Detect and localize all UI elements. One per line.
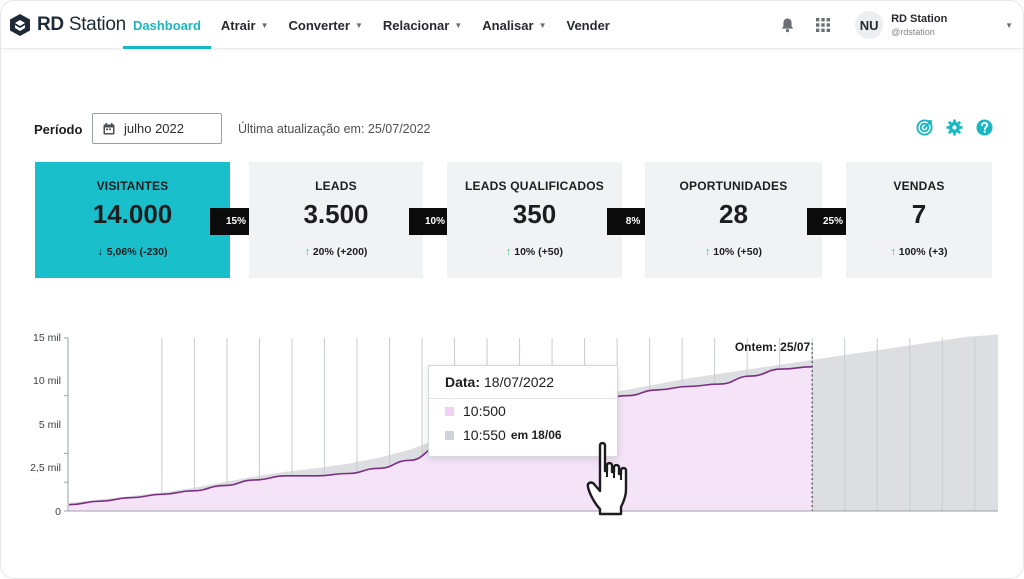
tooltip-date-value: 18/07/2022 [484, 374, 555, 390]
arrow-up-icon: ↑ [506, 246, 512, 258]
kpi-delta: ↑ 100% (+3) [890, 246, 948, 258]
chevron-down-icon: ▼ [354, 20, 363, 30]
arrow-up-icon: ↑ [890, 246, 896, 258]
bell-icon [781, 18, 793, 33]
nav-vender[interactable]: Vender [557, 1, 620, 49]
kpi-delta: ↑ 20% (+200) [304, 246, 368, 258]
rd-logo-icon [10, 14, 30, 36]
nav-dashboard[interactable]: Dashboard [123, 1, 211, 49]
nav-relacionar-label: Relacionar [382, 17, 450, 33]
kpi-card-leads[interactable]: LEADS 3.500 ↑ 20% (+200) [249, 162, 423, 278]
chevron-down-icon: ▼ [538, 20, 547, 30]
dashboard-tools [916, 119, 993, 136]
y-tick-label: 0 [55, 506, 61, 518]
account-info[interactable]: RD Station @rdstation [891, 13, 1001, 37]
nav-vender-label: Vender [566, 17, 610, 33]
target-icon[interactable] [916, 119, 933, 136]
kpi-delta: ↑ 10% (+50) [705, 246, 762, 258]
last-update-text: Última atualização em: 25/07/2022 [238, 122, 431, 136]
y-tick-label: 15 mil [32, 332, 61, 344]
nav-converter[interactable]: Converter ▼ [279, 1, 373, 49]
notifications-button[interactable] [773, 11, 801, 39]
arrow-up-icon: ↑ [304, 246, 310, 258]
kpi-card-leads-qualificados[interactable]: LEADS QUALIFICADOS 350 ↑ 10% (+50) [447, 162, 622, 278]
logo-text: RD Station [37, 14, 126, 35]
account-name: RD Station [891, 13, 948, 25]
kpi-value: 7 [911, 199, 927, 229]
kpi-card-visitantes[interactable]: VISITANTES 14.000 ↓ 5,06% (-230) [35, 162, 230, 278]
tooltip-date: Data: 18/07/2022 [429, 366, 617, 399]
nav-atrair[interactable]: Atrair ▼ [211, 1, 279, 49]
kpi-card-oportunidades[interactable]: OPORTUNIDADES 28 ↑ 10% (+50) [645, 162, 822, 278]
rd-station-logo[interactable]: RD Station [9, 12, 126, 38]
nav-converter-label: Converter [288, 17, 350, 33]
chevron-down-icon: ▼ [454, 20, 463, 30]
nav-atrair-label: Atrair [220, 17, 256, 33]
period-date-picker[interactable]: julho 2022 [92, 113, 222, 144]
tooltip-previous-suffix: em 18/06 [510, 428, 562, 442]
nav-analisar[interactable]: Analisar ▼ [472, 1, 556, 49]
kpi-title: OPORTUNIDADES [679, 179, 788, 193]
y-tick-label: 5 mil [38, 419, 61, 431]
calendar-icon [103, 122, 115, 134]
account-handle: @rdstation [891, 27, 935, 37]
tooltip-row-previous: 10:550 em 18/06 [429, 423, 617, 447]
hand-pointer-icon [586, 441, 628, 516]
period-label: Período [34, 122, 83, 137]
kpi-card-vendas[interactable]: VENDAS 7 ↑ 100% (+3) [846, 162, 992, 278]
account-chevron-down-icon[interactable]: ▼ [1005, 20, 1013, 30]
chart-axes [64, 337, 998, 512]
tooltip-date-label: Data: [445, 374, 481, 390]
previous-series-swatch [445, 430, 454, 440]
kpi-value: 14.000 [92, 199, 173, 229]
kpi-value: 3.500 [303, 199, 369, 229]
arrow-up-icon: ↑ [705, 246, 711, 258]
kpi-title: LEADS [315, 179, 357, 193]
period-value: julho 2022 [124, 121, 184, 136]
kpi-value: 350 [512, 199, 557, 229]
kpi-delta: ↑ 10% (+50) [506, 246, 563, 258]
kpi-value: 28 [719, 199, 748, 229]
tooltip-current-value: 10:500 [463, 403, 506, 419]
tooltip-row-current: 10:500 [429, 399, 617, 423]
help-icon[interactable] [976, 119, 993, 136]
chevron-down-icon: ▼ [260, 20, 269, 30]
nav-relacionar[interactable]: Relacionar ▼ [373, 1, 472, 49]
tooltip-previous-value: 10:550 [463, 427, 506, 443]
kpi-title: VENDAS [893, 179, 945, 193]
y-tick-label: 2,5 mil [30, 462, 61, 474]
kpi-title: LEADS QUALIFICADOS [465, 179, 604, 193]
chart-tooltip: Data: 18/07/2022 10:500 10:550 em 18/06 [428, 365, 618, 457]
avatar[interactable]: NU [855, 11, 884, 39]
y-tick-label: 10 mil [32, 375, 61, 387]
kpi-delta: ↓ 5,06% (-230) [97, 246, 168, 258]
current-series-swatch [445, 406, 454, 416]
kpi-title: VISITANTES [96, 179, 169, 193]
yesterday-marker-label: Ontem: 25/07 [735, 340, 811, 354]
nav-right-area: NU RD Station @rdstation ▼ [773, 1, 1013, 49]
arrow-down-icon: ↓ [97, 246, 103, 258]
main-menu: Dashboard Atrair ▼ Converter ▼ Relaciona… [123, 1, 620, 49]
nav-dashboard-label: Dashboard [133, 17, 201, 33]
top-navigation: RD Station Dashboard Atrair ▼ Converter … [1, 1, 1023, 49]
apps-grid-icon [816, 18, 831, 32]
gear-icon[interactable] [946, 119, 963, 136]
apps-button[interactable] [809, 11, 837, 39]
nav-analisar-label: Analisar [482, 17, 534, 33]
